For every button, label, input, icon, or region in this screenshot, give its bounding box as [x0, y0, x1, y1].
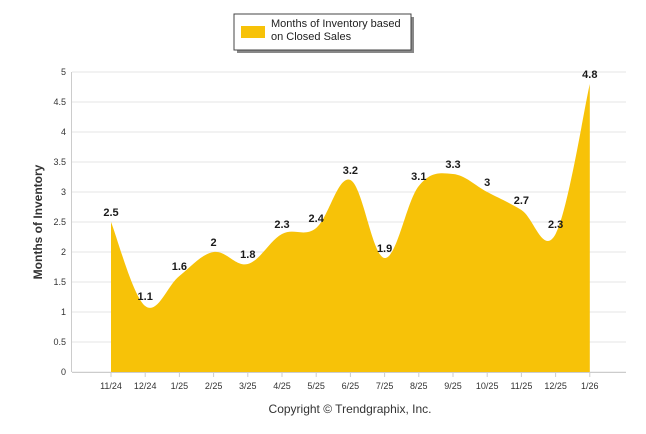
copyright-footer: Copyright © Trendgraphix, Inc.: [269, 402, 432, 416]
x-tick-label: 2/25: [205, 381, 223, 391]
data-labels: 2.5 1.1 1.6 2 1.8 2.3 2.4 3.2 1.9 3.1 3.3 3 2.7 2.3 4.…: [103, 69, 597, 303]
x-tick-label: 1/26: [581, 381, 599, 391]
data-label: 2.5: [103, 207, 118, 219]
y-tick-label: 1: [61, 307, 66, 317]
data-label: 2.7: [514, 195, 529, 207]
x-tick-label: 9/25: [444, 381, 462, 391]
legend-swatch: [241, 26, 265, 38]
data-label: 3.3: [445, 159, 460, 171]
y-axis-title: Months of Inventory: [31, 164, 45, 279]
area-fill: [111, 84, 590, 372]
data-label: 3.1: [411, 171, 426, 183]
y-tick-label: 3.5: [53, 157, 66, 167]
y-tick-label: 5: [61, 67, 66, 77]
x-tick-label: 8/25: [410, 381, 428, 391]
y-tick-label: 1.5: [53, 277, 66, 287]
data-label: 4.8: [582, 69, 597, 81]
x-tick-label: 12/24: [134, 381, 157, 391]
data-label: 3.2: [343, 165, 358, 177]
y-tick-label: 3: [61, 187, 66, 197]
data-label: 1.9: [377, 243, 392, 255]
x-tick-label: 10/25: [476, 381, 499, 391]
chart-legend: Months of Inventory based on Closed Sale…: [233, 13, 414, 53]
data-label: 3: [484, 177, 490, 189]
x-tick-label: 11/24: [100, 381, 122, 391]
y-tick-label: 0.5: [53, 337, 66, 347]
y-tick-label: 2: [61, 247, 66, 257]
x-tick-label: 3/25: [239, 381, 257, 391]
x-tick-label: 11/25: [510, 381, 532, 391]
axes: [71, 72, 626, 373]
data-label: 1.1: [138, 291, 153, 303]
data-label: 2: [211, 237, 217, 249]
area-series: [111, 84, 590, 372]
data-label: 1.6: [172, 261, 187, 273]
x-tick-label: 1/25: [171, 381, 189, 391]
x-axis-ticks: 11/24 12/24 1/25 2/25 3/25 4/25 5/25 6/25 7/25 8/…: [100, 372, 599, 391]
data-label: 2.4: [309, 213, 325, 225]
y-tick-label: 4.5: [53, 97, 66, 107]
legend-label-line-2: on Closed Sales: [271, 31, 352, 43]
y-tick-label: 4: [61, 127, 66, 137]
x-tick-label: 5/25: [307, 381, 325, 391]
data-label: 1.8: [240, 249, 255, 261]
y-tick-label: 0: [61, 367, 66, 377]
y-axis-ticks: 0 0.5 1 1.5 2 2.5 3 3.5 4 4.5 5: [53, 67, 66, 377]
x-tick-label: 7/25: [376, 381, 394, 391]
x-tick-label: 12/25: [544, 381, 567, 391]
x-tick-label: 4/25: [273, 381, 291, 391]
data-label: 2.3: [274, 219, 289, 231]
y-tick-label: 2.5: [53, 217, 66, 227]
data-label: 2.3: [548, 219, 563, 231]
legend-label-line-1: Months of Inventory based: [271, 18, 401, 30]
x-tick-label: 6/25: [342, 381, 360, 391]
